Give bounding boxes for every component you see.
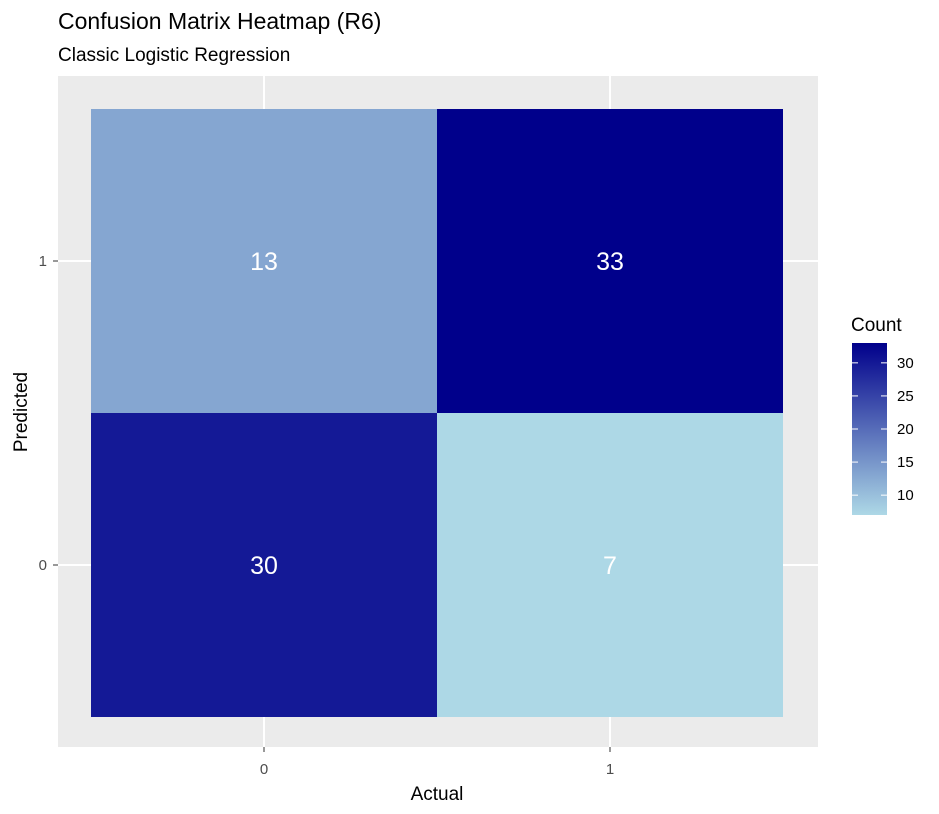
cell-value-label: 33 (596, 248, 624, 276)
legend-tick-label: 25 (897, 388, 914, 405)
legend-tick-label: 30 (897, 355, 914, 372)
axes: 0 1 0 1 (39, 253, 615, 778)
chart-subtitle: Classic Logistic Regression (58, 45, 291, 66)
legend-tick-label: 20 (897, 421, 914, 438)
legend: Count 10 15 20 25 30 (851, 315, 914, 515)
x-tick-label: 1 (606, 761, 614, 778)
legend-tick-label: 10 (897, 487, 914, 504)
heatmap-cell (91, 109, 437, 413)
y-tick-label: 0 (39, 557, 47, 574)
heatmap-cell (437, 109, 783, 413)
heatmap-cell (91, 413, 437, 717)
cell-value-label: 7 (603, 552, 617, 580)
cell-labels: 13 33 30 7 (250, 248, 624, 580)
y-tick-label: 1 (39, 253, 47, 270)
chart-title: Confusion Matrix Heatmap (R6) (58, 8, 382, 34)
y-axis-title: Predicted (11, 372, 32, 452)
heatmap-cell (437, 413, 783, 717)
legend-tick-label: 15 (897, 454, 914, 471)
cell-value-label: 30 (250, 552, 278, 580)
legend-title: Count (851, 315, 902, 336)
x-tick-label: 0 (260, 761, 268, 778)
heatmap-cells (91, 109, 783, 717)
x-axis-title: Actual (411, 784, 464, 805)
cell-value-label: 13 (250, 248, 278, 276)
